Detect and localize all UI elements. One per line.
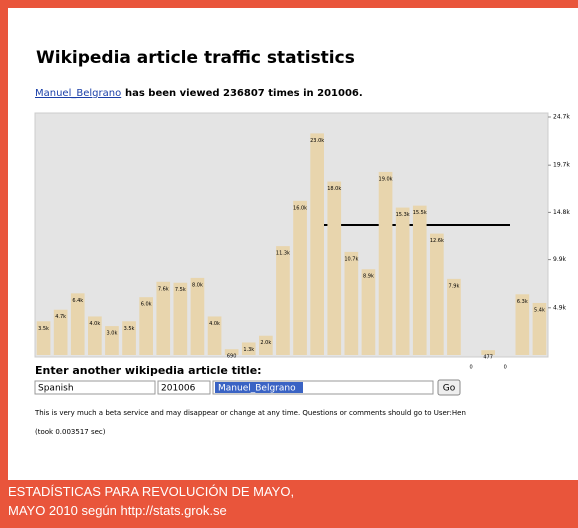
bar-label: 6.3k (517, 299, 528, 305)
timing: (took 0.003517 sec) (35, 428, 106, 436)
bar-label: 3.5k (124, 326, 135, 332)
bar-label: 1.3k (243, 347, 254, 353)
bar-label: 15.3k (396, 212, 410, 218)
bar (310, 133, 324, 355)
bar (447, 278, 461, 355)
language-select[interactable] (34, 380, 156, 395)
bar-label: 12.6k (430, 238, 444, 244)
bar (532, 302, 547, 355)
article-link[interactable]: Manuel_Belgrano (35, 88, 121, 99)
bar (412, 205, 427, 355)
bar-label: 23.0k (310, 138, 324, 144)
bar (378, 171, 393, 355)
bar-label: 4.0k (209, 321, 220, 327)
y-tick-label: 14.8k (553, 209, 570, 216)
caption-line: ESTADÍSTICAS PARA REVOLUCIÓN DE MAYO, (8, 484, 295, 499)
selection (215, 382, 303, 393)
bar-label: 4.0k (89, 321, 100, 327)
bar-label: 8.9k (363, 274, 374, 280)
page-content: Wikipedia article traffic statistics Man… (34, 48, 570, 436)
bar-label: 0 (504, 365, 507, 371)
bar-label: 477 (483, 355, 493, 361)
bar (88, 316, 102, 355)
bar (53, 309, 68, 355)
go-label: Go (443, 384, 456, 394)
go-button[interactable] (437, 379, 461, 396)
beta-note: This is very much a beta service and may… (34, 409, 466, 417)
heading: Wikipedia article traffic statistics (36, 48, 355, 68)
y-tick-label: 9.9k (553, 256, 567, 263)
bar (70, 293, 85, 355)
bar-label: 10.7k (344, 256, 358, 262)
bar-label: 690 (227, 354, 237, 360)
bar-label: 7.6k (158, 286, 169, 292)
bar (344, 251, 359, 355)
bar (259, 335, 273, 355)
bar (395, 207, 410, 355)
bar (430, 233, 444, 355)
month-value: 201006 (161, 384, 196, 394)
form-prompt: Enter another wikipedia article title: (35, 364, 262, 377)
bar (36, 321, 51, 355)
bar (481, 350, 495, 355)
caption-line: MAYO 2010 según http://stats.grok.se (8, 503, 227, 518)
chart-area (34, 112, 549, 358)
bar-label: 11.3k (276, 251, 290, 257)
bar (241, 342, 256, 355)
screenshot: Wikipedia article traffic statistics Man… (8, 8, 578, 480)
bar-label: 6.4k (72, 298, 83, 304)
bar (361, 269, 376, 355)
bar (122, 321, 136, 355)
bar (327, 181, 342, 355)
bar (173, 282, 188, 355)
bar-label: 7.5k (175, 287, 186, 293)
month-select[interactable] (157, 380, 211, 395)
bar (105, 326, 119, 355)
bar-label: 6.0k (141, 302, 152, 308)
bar-label: 7.9k (449, 283, 460, 289)
bar (190, 277, 205, 355)
bar (276, 246, 290, 355)
bar (224, 349, 239, 355)
bar-label: 3.0k (107, 331, 118, 337)
y-tick-label: 19.7k (553, 162, 570, 169)
bar (515, 294, 530, 355)
bar-label: 8.0k (192, 282, 203, 288)
bar (293, 200, 307, 355)
bar (207, 316, 222, 355)
bar-label: 18.0k (327, 186, 341, 192)
bar-label: 5.4k (534, 307, 545, 313)
language-value: Spanish (38, 384, 74, 394)
bar-label: 0 (469, 365, 472, 371)
bar-label: 15.5k (413, 210, 427, 216)
bar-label: 2.0k (260, 340, 271, 346)
bar-label: 19.0k (379, 176, 393, 182)
bar (139, 297, 153, 355)
bar (156, 281, 171, 355)
y-tick-label: 24.7k (553, 114, 570, 121)
bar-label: 16.0k (293, 205, 307, 211)
title-value: Manuel_Belgrano (218, 384, 296, 394)
summary: has been viewed 236807 times in 201006. (125, 88, 363, 99)
bar-label: 3.5k (38, 326, 49, 332)
y-tick-label: 4.9k (553, 304, 567, 311)
bar-label: 4.7k (55, 314, 66, 320)
